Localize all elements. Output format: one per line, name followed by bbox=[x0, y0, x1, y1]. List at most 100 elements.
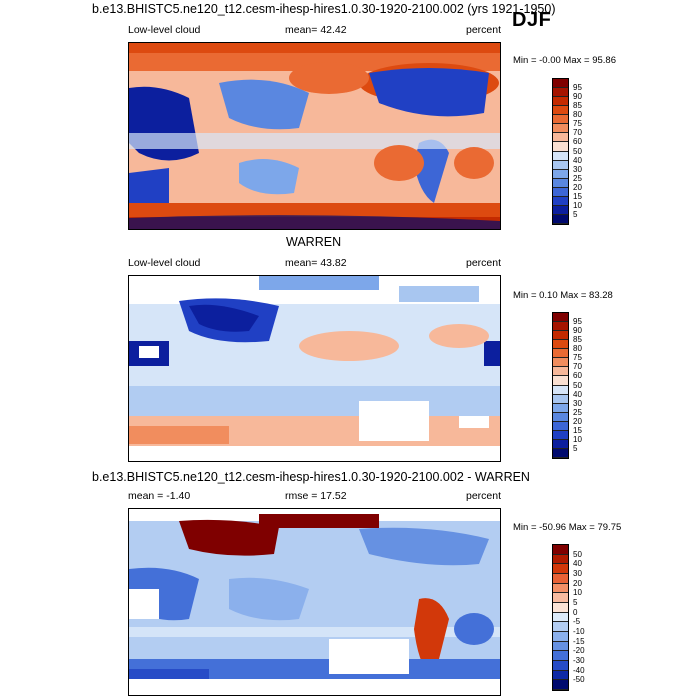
colorbar-cell bbox=[553, 313, 568, 323]
colorbar-tick-label: 10 bbox=[573, 434, 582, 444]
colorbar-cell bbox=[553, 564, 568, 574]
colorbar-cell bbox=[553, 661, 568, 671]
panel1-colorbar: 95 90 85 80 75 70 60 50 40 30 25 20 15 10 5 bbox=[552, 78, 582, 225]
colorbar-tick-label: 10 bbox=[573, 200, 582, 210]
colorbar-tick-label: 30 bbox=[573, 164, 582, 174]
colorbar-tick-label: 60 bbox=[573, 371, 582, 381]
panel3-units: percent bbox=[466, 490, 502, 502]
colorbar-cell bbox=[553, 574, 568, 584]
colorbar-cell bbox=[553, 593, 568, 603]
colorbar-tick-label: 40 bbox=[573, 155, 582, 165]
colorbar-tick-label: 5 bbox=[573, 443, 578, 453]
panel3-map bbox=[128, 508, 501, 696]
colorbar-tick-label: 80 bbox=[573, 344, 582, 354]
colorbar-tick-label: 85 bbox=[573, 101, 582, 111]
colorbar-cell bbox=[553, 641, 568, 652]
colorbar-cell bbox=[553, 97, 568, 107]
colorbar-cell bbox=[553, 142, 568, 152]
colorbar-tick-label: 5 bbox=[573, 598, 578, 607]
colorbar-cell bbox=[553, 187, 568, 197]
colorbar-cell bbox=[553, 603, 568, 613]
colorbar-cell bbox=[553, 358, 568, 368]
colorbar-cell bbox=[553, 133, 568, 143]
colorbar-cell bbox=[553, 439, 568, 449]
colorbar-cell bbox=[553, 124, 568, 134]
colorbar-tick-label: 95 bbox=[573, 83, 582, 93]
colorbar-cell bbox=[553, 385, 568, 395]
colorbar-tick-label: 70 bbox=[573, 128, 582, 138]
panel1-variable: Low-level cloud bbox=[128, 24, 201, 36]
colorbar-tick-label: 20 bbox=[573, 182, 582, 192]
colorbar-cell bbox=[553, 412, 568, 422]
colorbar-cell bbox=[553, 151, 568, 161]
season-label: DJF bbox=[512, 9, 552, 31]
panel1-map bbox=[128, 42, 501, 230]
colorbar-cell bbox=[553, 612, 568, 623]
colorbar-cell bbox=[553, 376, 568, 386]
panel2-variable: Low-level cloud bbox=[128, 257, 201, 269]
panel2-mean: mean= 43.82 bbox=[285, 257, 347, 269]
colorbar-tick-label: 15 bbox=[573, 191, 582, 201]
colorbar-tick-label: 25 bbox=[573, 173, 582, 183]
colorbar-cell bbox=[553, 205, 568, 215]
colorbar-tick-label: 30 bbox=[573, 398, 582, 408]
panel1-units: percent bbox=[466, 24, 502, 36]
colorbar-tick-label: 0 bbox=[573, 607, 578, 617]
colorbar-cell bbox=[553, 622, 568, 632]
colorbar-tick-label: 5 bbox=[573, 209, 578, 219]
colorbar-tick-label: -10 bbox=[573, 627, 585, 636]
colorbar-tick-label: -20 bbox=[573, 646, 585, 656]
colorbar-tick-label: 15 bbox=[573, 425, 582, 435]
panel3-range: Min = -50.96 Max = 79.75 bbox=[513, 522, 622, 533]
colorbar-cell bbox=[553, 340, 568, 350]
colorbar-cell bbox=[553, 394, 568, 404]
colorbar-cell bbox=[553, 403, 568, 413]
colorbar-tick-label: 40 bbox=[573, 389, 582, 399]
panel2-colorbar: 95 90 85 80 75 70 60 50 40 30 25 20 15 10 5 bbox=[552, 312, 582, 459]
panel2-units: percent bbox=[466, 257, 502, 269]
colorbar-cell bbox=[553, 651, 568, 661]
colorbar-cell bbox=[553, 214, 568, 224]
colorbar-tick-label: -40 bbox=[573, 665, 585, 675]
colorbar-tick-label: 30 bbox=[573, 569, 582, 578]
colorbar-cell bbox=[553, 670, 568, 681]
colorbar-cell bbox=[553, 160, 568, 170]
colorbar-cell bbox=[553, 421, 568, 431]
panel1-range: Min = -0.00 Max = 95.86 bbox=[513, 55, 616, 66]
colorbar-tick-label: -15 bbox=[573, 636, 585, 646]
colorbar-tick-label: 50 bbox=[573, 549, 582, 559]
panel3-mean: mean = -1.40 bbox=[128, 490, 191, 502]
panel2-range: Min = 0.10 Max = 83.28 bbox=[513, 290, 613, 301]
colorbar-tick-label: 50 bbox=[573, 146, 582, 156]
colorbar-cell bbox=[553, 169, 568, 179]
colorbar-cell bbox=[553, 545, 568, 555]
colorbar-tick-label: 70 bbox=[573, 362, 582, 372]
mid-title: WARREN bbox=[286, 235, 342, 249]
colorbar-tick-label: 80 bbox=[573, 110, 582, 120]
colorbar-cell bbox=[553, 632, 568, 642]
colorbar-cell bbox=[553, 448, 568, 458]
colorbar-tick-label: 75 bbox=[573, 119, 582, 129]
panel2-map bbox=[128, 275, 501, 462]
colorbar-tick-label: 90 bbox=[573, 326, 582, 336]
panel1-mean: mean= 42.42 bbox=[285, 24, 347, 36]
colorbar-cell bbox=[553, 331, 568, 341]
panel3-colorbar: 50 40 30 20 10 5 0 -5 -10 -15 -20 -30 -40 -50 bbox=[552, 544, 585, 691]
colorbar-tick-label: 85 bbox=[573, 335, 582, 345]
colorbar-tick-label: 60 bbox=[573, 137, 582, 147]
colorbar-tick-label: 95 bbox=[573, 317, 582, 327]
colorbar-cell bbox=[553, 349, 568, 359]
colorbar-cell bbox=[553, 196, 568, 206]
colorbar-cell bbox=[553, 583, 568, 594]
panel3-rmse: rmse = 17.52 bbox=[285, 490, 347, 502]
colorbar-tick-label: -5 bbox=[573, 617, 581, 627]
colorbar-tick-label: -50 bbox=[573, 675, 585, 685]
colorbar-cell bbox=[553, 322, 568, 332]
top-title: b.e13.BHISTC5.ne120_t12.cesm-ihesp-hires… bbox=[92, 2, 556, 16]
colorbar-tick-label: 75 bbox=[573, 353, 582, 363]
colorbar-cell bbox=[553, 115, 568, 125]
bottom-title: b.e13.BHISTC5.ne120_t12.cesm-ihesp-hires… bbox=[92, 470, 530, 484]
colorbar-cell bbox=[553, 554, 568, 565]
colorbar-tick-label: 25 bbox=[573, 407, 582, 417]
colorbar-cell bbox=[553, 178, 568, 188]
